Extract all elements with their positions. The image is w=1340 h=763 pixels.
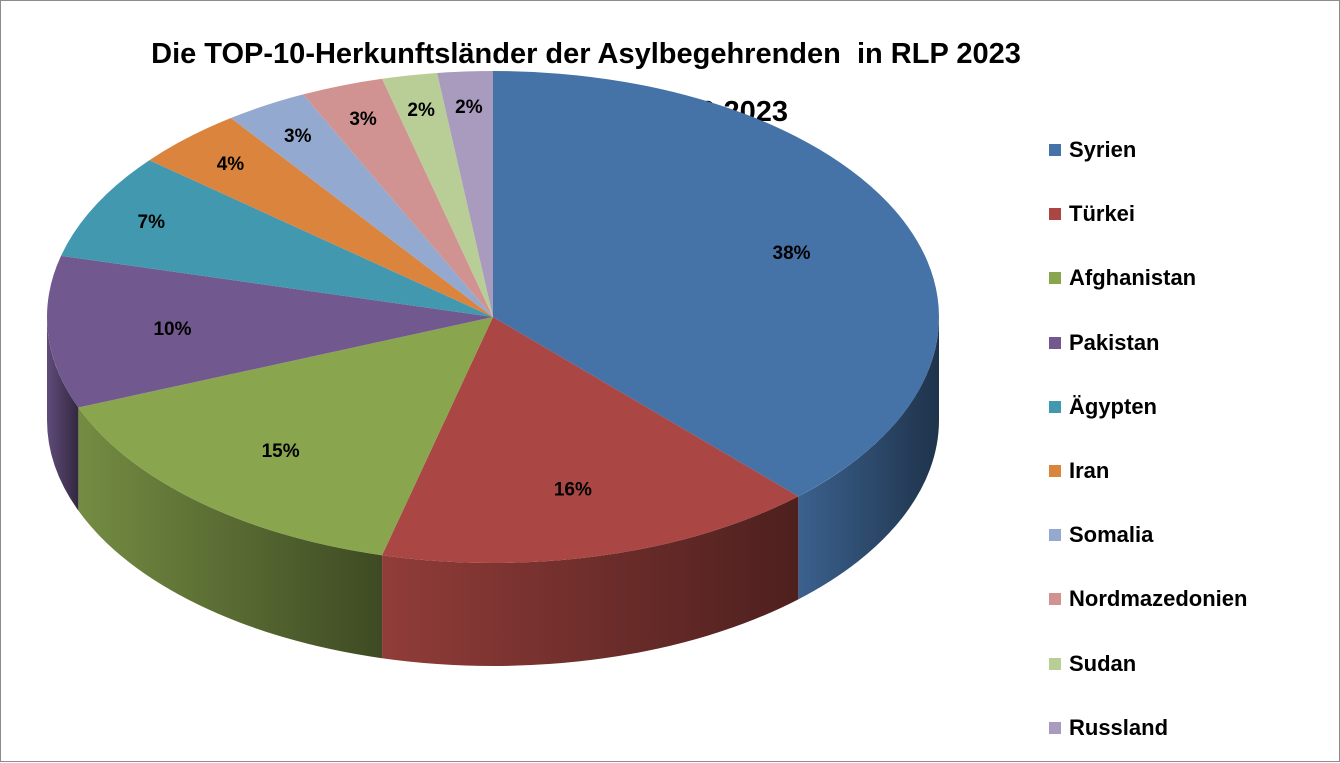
pie-slice-nordmazedonien (303, 78, 493, 317)
legend-item: Nordmazedonien (1049, 584, 1247, 614)
legend-label: Afghanistan (1069, 265, 1197, 291)
legend-swatch (1049, 465, 1061, 477)
legend-label: Syrien (1069, 137, 1137, 162)
pie-slice-syrien (493, 71, 939, 497)
data-label-nordmazedonien: 3% (349, 109, 377, 130)
legend-label: Iran (1069, 458, 1110, 483)
legend-item: Ägypten (1049, 392, 1157, 422)
legend-item: Sudan (1049, 649, 1136, 679)
data-label-syrien: 38% (773, 243, 811, 264)
legend-label: Russland (1069, 714, 1169, 740)
data-label-sudan: 2% (407, 100, 435, 121)
legend-item: Pakistan (1049, 328, 1160, 358)
data-label-iran: 4% (217, 154, 245, 175)
legend-swatch (1049, 208, 1061, 221)
legend-item: Afghanistan (1049, 263, 1196, 293)
pie-slice-pakistan (47, 255, 494, 408)
legend-swatch (1049, 657, 1061, 670)
chart-title: Die TOP-10-Herkunftsländer der Asylbegeh… (151, 38, 1021, 70)
legend-label: Somalia (1069, 522, 1154, 548)
data-label-afghanistan: 15% (262, 441, 300, 462)
pie-data-labels: 38% 16% 15% 10% 7% 4% 3% 3% 2% 2% (138, 97, 811, 501)
pie-side-türkei (382, 496, 799, 666)
legend-label: Nordmazedonien (1069, 586, 1248, 612)
legend-item: Russland (1049, 713, 1168, 743)
data-label-pakistan: 10% (153, 319, 191, 340)
pie-slice-ägypten (61, 160, 494, 317)
pie-slice-iran (149, 117, 494, 318)
legend-item: Türkei (1049, 199, 1135, 229)
legend-item: Iran (1049, 456, 1109, 486)
legend-label: Pakistan (1069, 329, 1160, 355)
pie-side-pakistan (47, 317, 79, 511)
pie-slice-russland (437, 71, 493, 317)
legend-swatch (1049, 593, 1061, 606)
pie-slice-somalia (230, 94, 493, 318)
pie-slice-sudan (382, 72, 493, 317)
pie-chart: 38% 16% 15% 10% 7% 4% 3% 3% 2% 2% (47, 71, 939, 666)
legend-label: Ägypten (1069, 393, 1157, 419)
legend-swatch (1049, 721, 1061, 734)
legend-label: Sudan (1069, 650, 1137, 676)
pie-side-afghanistan (78, 407, 383, 659)
legend-swatch (1049, 400, 1061, 413)
legend-swatch (1049, 529, 1061, 542)
pie-slice-türkei (382, 317, 799, 564)
pie-slice-afghanistan (78, 317, 493, 556)
legend-label: Türkei (1069, 201, 1136, 227)
data-label-ägypten: 7% (138, 212, 166, 233)
pie-side-walls (47, 317, 939, 666)
legend-swatch (1049, 336, 1061, 349)
legend-swatch (1049, 144, 1061, 156)
data-label-somalia: 3% (284, 126, 312, 147)
pie-side-syrien (798, 317, 939, 600)
data-label-russland: 2% (455, 97, 483, 118)
pie-slices (47, 71, 939, 564)
legend-item: Somalia (1049, 520, 1153, 550)
legend-item: Syrien (1049, 135, 1136, 165)
legend-swatch (1049, 272, 1061, 285)
data-label-türkei: 16% (554, 480, 592, 501)
